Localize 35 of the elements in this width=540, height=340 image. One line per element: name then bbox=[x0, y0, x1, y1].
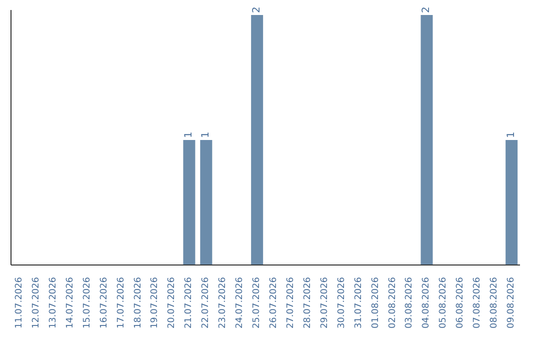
x-tick-label: 01.08.2026 bbox=[370, 276, 381, 329]
x-tick-label: 12.07.2026 bbox=[31, 276, 42, 329]
x-tick-label: 31.07.2026 bbox=[354, 276, 364, 329]
x-tick-label: 18.07.2026 bbox=[133, 276, 144, 329]
data-label: 2 bbox=[252, 6, 263, 13]
x-tick-label: 04.08.2026 bbox=[422, 276, 432, 329]
x-tick-label: 02.08.2026 bbox=[388, 276, 398, 329]
x-tick-label: 26.07.2026 bbox=[268, 276, 279, 329]
x-tick-label: 19.07.2026 bbox=[150, 276, 160, 329]
x-tick-label: 16.07.2026 bbox=[99, 276, 110, 329]
data-label: 1 bbox=[506, 132, 518, 138]
x-tick-label: 22.07.2026 bbox=[201, 276, 212, 329]
x-tick-label: 08.08.2026 bbox=[490, 276, 500, 329]
x-tick-label: 14.07.2026 bbox=[65, 276, 76, 329]
data-label: 1 bbox=[184, 132, 195, 138]
x-tick-label: 24.07.2026 bbox=[235, 276, 246, 329]
x-tick-label: 28.07.2026 bbox=[302, 276, 313, 329]
x-tick-label: 06.08.2026 bbox=[456, 276, 466, 329]
x-tick-label: 23.07.2026 bbox=[218, 276, 228, 329]
x-tick-label: 20.07.2026 bbox=[167, 276, 178, 329]
x-tick-label: 07.08.2026 bbox=[472, 276, 483, 329]
data-label: 1 bbox=[200, 132, 212, 138]
x-tick-label: 11.07.2026 bbox=[14, 276, 24, 329]
x-tick-label: 09.08.2026 bbox=[506, 276, 517, 329]
x-tick-label: 30.07.2026 bbox=[336, 276, 347, 329]
data-label: 2 bbox=[421, 6, 432, 13]
x-tick-label: 29.07.2026 bbox=[320, 276, 330, 329]
x-tick-label: 27.07.2026 bbox=[286, 276, 296, 329]
x-tick-label: 13.07.2026 bbox=[48, 276, 58, 329]
x-tick-label: 05.08.2026 bbox=[438, 276, 449, 329]
x-tick-label: 15.07.2026 bbox=[82, 276, 92, 329]
x-tick-label: 03.08.2026 bbox=[404, 276, 415, 329]
x-tick-label: 25.07.2026 bbox=[252, 276, 262, 329]
x-tick-label: 21.07.2026 bbox=[184, 276, 194, 329]
x-tick-label: 17.07.2026 bbox=[116, 276, 126, 329]
